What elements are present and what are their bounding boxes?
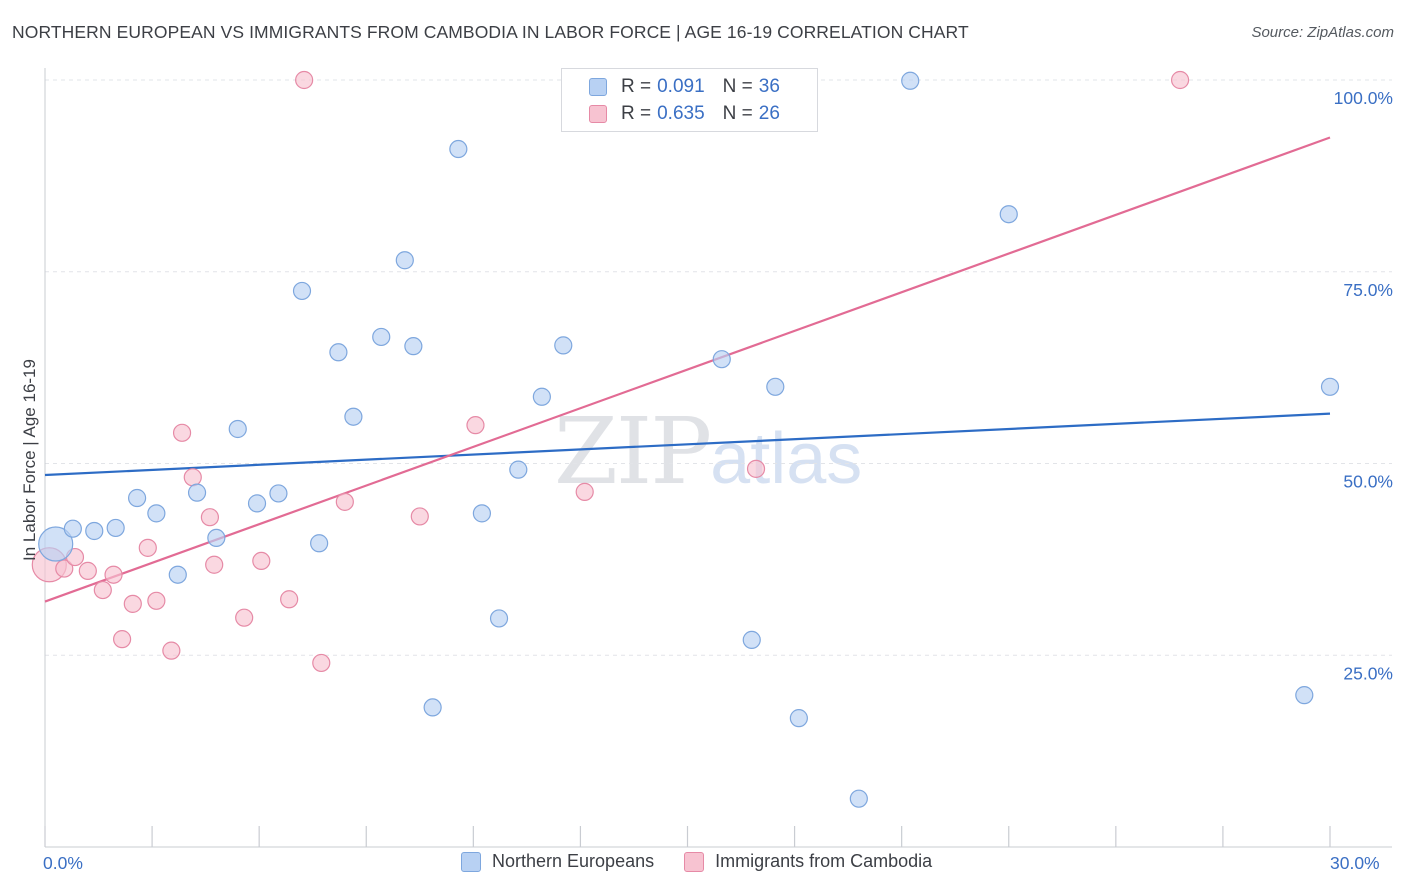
r-value: 0.635 (657, 103, 705, 124)
point-northern-europeans (207, 528, 226, 547)
point-northern-europeans (187, 483, 207, 502)
point-cambodia (312, 653, 331, 673)
point-northern-europeans (423, 698, 442, 717)
point-cambodia (55, 559, 74, 578)
point-cambodia (1170, 70, 1190, 90)
point-northern-europeans (766, 377, 785, 396)
point-cambodia (205, 555, 224, 574)
n-label: N = (722, 76, 753, 97)
point-northern-europeans (127, 488, 147, 508)
point-northern-europeans (85, 521, 104, 541)
point-northern-europeans (344, 407, 363, 426)
point-northern-europeans (395, 251, 414, 270)
point-cambodia (162, 641, 181, 660)
point-northern-europeans (554, 336, 573, 355)
point-northern-europeans (63, 519, 82, 538)
point-cambodia (123, 594, 142, 613)
point-northern-europeans (449, 139, 468, 159)
n-label: N = (722, 103, 753, 124)
stats-legend: R = 0.091 N = 36 R = 0.635 N = 26 (561, 68, 818, 132)
r-label: R = (621, 103, 652, 124)
legend-item-northern-europeans[interactable]: Northern Europeans (461, 851, 654, 872)
point-northern-europeans (532, 387, 551, 406)
trend-line-cambodia (44, 136, 1331, 603)
data-points (31, 70, 1340, 808)
point-cambodia (147, 591, 166, 610)
point-cambodia (335, 492, 354, 511)
point-northern-europeans (712, 350, 731, 369)
point-cambodia (466, 416, 485, 435)
y-tick-label: 50.0% (1343, 472, 1393, 492)
point-northern-europeans (329, 343, 348, 362)
source-credit: Source: ZipAtlas.com (1251, 24, 1394, 41)
legend-item-cambodia[interactable]: Immigrants from Cambodia (684, 851, 932, 872)
point-cambodia (746, 459, 766, 478)
point-cambodia (138, 538, 157, 557)
y-axis-label: In Labor Force | Age 16-19 (20, 359, 39, 561)
point-cambodia (235, 608, 254, 627)
legend-swatch-pink (684, 851, 705, 872)
point-northern-europeans (106, 518, 125, 538)
point-northern-europeans (1295, 686, 1314, 705)
point-cambodia (295, 70, 314, 90)
y-tick-label: 25.0% (1343, 663, 1393, 683)
y-tick-labels: 25.0% 50.0% 75.0% 100.0% (1334, 88, 1393, 683)
point-northern-europeans (38, 526, 74, 562)
point-northern-europeans (999, 205, 1018, 224)
series-legend: Northern Europeans Immigrants from Cambo… (461, 851, 962, 872)
point-cambodia (172, 423, 192, 442)
point-northern-europeans (269, 484, 288, 503)
legend-label: Immigrants from Cambodia (715, 851, 933, 871)
legend-swatch-pink (589, 105, 607, 123)
stats-row-cambodia: R = 0.635 N = 26 (562, 101, 780, 127)
y-tick-label: 100.0% (1334, 88, 1393, 108)
axes (44, 68, 1392, 848)
point-cambodia (183, 468, 202, 487)
point-northern-europeans (489, 609, 509, 628)
point-northern-europeans (372, 327, 391, 347)
point-cambodia (104, 565, 123, 584)
x-tick-min: 0.0% (43, 853, 83, 873)
point-cambodia (252, 551, 271, 571)
r-label: R = (621, 76, 652, 97)
r-value: 0.091 (657, 76, 705, 97)
stats-row-northern-europeans: R = 0.091 N = 36 (562, 74, 780, 100)
point-northern-europeans (147, 504, 166, 523)
point-cambodia (575, 482, 594, 501)
point-northern-europeans (404, 337, 423, 356)
point-northern-europeans (310, 534, 329, 553)
legend-swatch-blue (589, 78, 607, 96)
point-northern-europeans (849, 789, 868, 808)
point-northern-europeans (247, 494, 267, 513)
point-northern-europeans (168, 565, 187, 584)
point-northern-europeans (228, 419, 247, 439)
point-cambodia (410, 507, 429, 526)
point-cambodia (112, 630, 132, 649)
legend-swatch-blue (461, 851, 481, 872)
point-northern-europeans (509, 460, 528, 479)
point-northern-europeans (472, 504, 491, 523)
point-northern-europeans (1320, 377, 1340, 396)
point-northern-europeans (742, 630, 761, 650)
point-northern-europeans (901, 71, 920, 90)
point-cambodia (200, 508, 220, 527)
legend-label: Northern Europeans (492, 851, 655, 871)
chart-title: NORTHERN EUROPEAN VS IMMIGRANTS FROM CAM… (12, 22, 969, 42)
n-value: 26 (758, 103, 780, 124)
point-northern-europeans (292, 281, 312, 301)
x-tick-max: 30.0% (1330, 853, 1380, 873)
point-northern-europeans (789, 709, 808, 728)
n-value: 36 (758, 76, 780, 97)
watermark-atlas: atlas (710, 419, 863, 499)
trend-lines (44, 136, 1331, 603)
point-cambodia (78, 561, 97, 580)
point-cambodia (93, 580, 112, 600)
point-cambodia (280, 590, 299, 609)
trend-line-northern-europeans (44, 412, 1331, 477)
y-tick-label: 75.0% (1343, 280, 1393, 300)
